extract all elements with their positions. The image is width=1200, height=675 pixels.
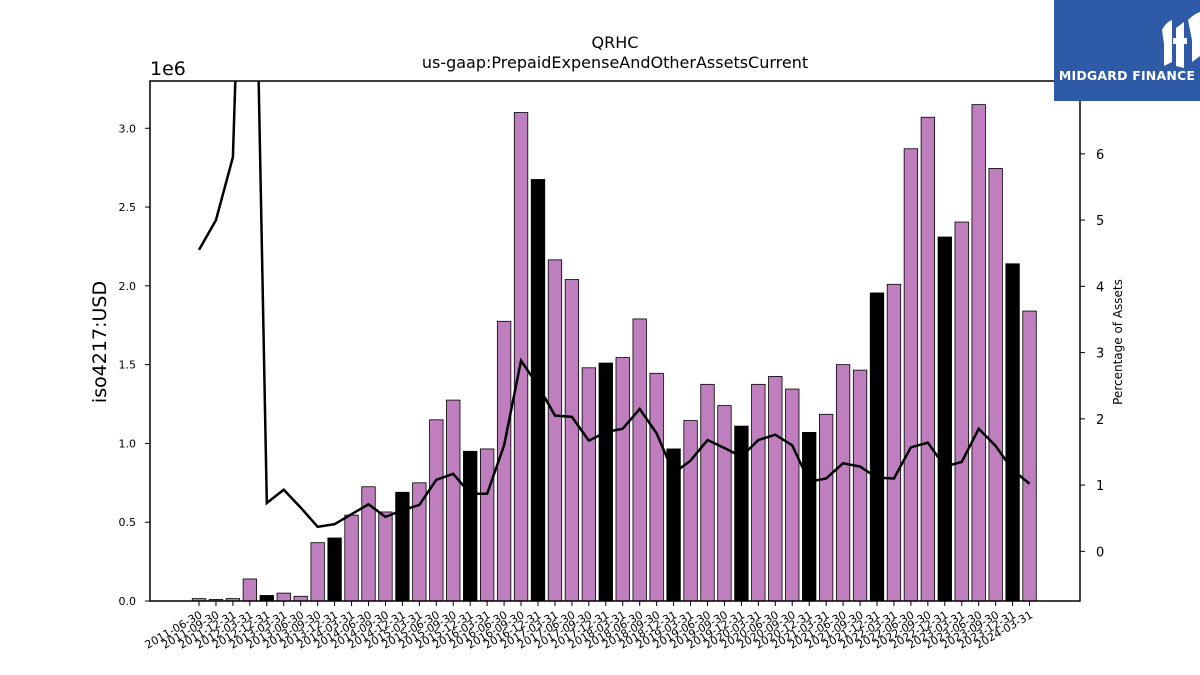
bar [954, 221, 969, 602]
bar [581, 367, 596, 602]
bar [1022, 310, 1037, 602]
y-offset-label: 1e6 [150, 58, 186, 80]
bar [920, 116, 935, 602]
bar [852, 369, 868, 602]
bar [344, 514, 359, 602]
bar [479, 448, 495, 602]
series-line [197, 81, 1031, 529]
bar [463, 450, 478, 602]
y2-tick-label: 2 [1096, 413, 1104, 428]
bar [412, 482, 427, 602]
bar [327, 537, 342, 602]
bar [988, 168, 1003, 602]
bar [971, 104, 986, 602]
bar [751, 383, 766, 602]
bar [259, 595, 274, 602]
bar [632, 318, 647, 602]
bar [564, 279, 580, 602]
bar [717, 405, 732, 602]
y-tick-label: 1.5 [119, 359, 137, 372]
bar [378, 511, 393, 602]
chart-subtitle: us-gaap:PrepaidExpenseAndOtherAssetsCurr… [422, 53, 808, 72]
y-tick-label: 2.5 [119, 201, 137, 214]
y-axis-label: iso4217:USD [89, 281, 111, 403]
bar [937, 236, 952, 602]
brand-name: MIDGARD FINANCE [1058, 68, 1196, 83]
y2-tick-label: 4 [1096, 280, 1104, 295]
bar [276, 592, 291, 602]
y-tick-label: 0.0 [119, 595, 137, 608]
plot-frame [149, 80, 1081, 602]
bar [869, 292, 885, 602]
y-tick-label: 0.5 [119, 516, 137, 529]
bar [903, 148, 919, 602]
bar [598, 362, 613, 602]
y-tick-label: 1.0 [119, 437, 137, 450]
bar [547, 259, 563, 602]
y2-tick-label: 6 [1096, 148, 1104, 163]
bar [785, 388, 800, 602]
y-tick-label: 2.0 [119, 280, 137, 293]
y2-tick-label: 1 [1096, 479, 1104, 494]
bar [446, 399, 461, 602]
chart-title: QRHC [592, 33, 639, 52]
bar [310, 542, 325, 602]
y2-tick-label: 5 [1096, 214, 1104, 229]
bar [242, 578, 258, 602]
y2-tick-label: 0 [1096, 545, 1104, 560]
bar-group [191, 104, 1037, 602]
brand-logo: MIDGARD FINANCE [1054, 0, 1200, 101]
bar [429, 419, 444, 602]
line-group [197, 81, 1031, 529]
bar [513, 112, 529, 602]
y2-axis-label: Percentage of Assets [1111, 279, 1125, 405]
bar [683, 420, 698, 602]
bar [886, 283, 902, 602]
logo-mark-icon [1162, 12, 1200, 68]
bar [700, 383, 715, 602]
bar [802, 431, 817, 602]
y-tick-label: 3.0 [119, 122, 137, 135]
y2-tick-label: 3 [1096, 347, 1104, 362]
bar [649, 372, 664, 602]
bar [835, 364, 851, 602]
bar [819, 413, 834, 602]
bar [615, 357, 630, 602]
bar [768, 376, 783, 602]
bar [1005, 263, 1020, 602]
bar [530, 179, 546, 602]
